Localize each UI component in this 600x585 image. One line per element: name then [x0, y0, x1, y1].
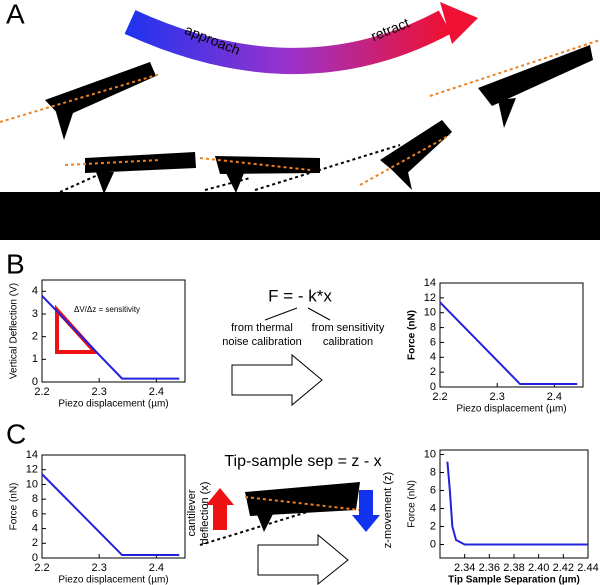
x-tick-label: 2.44 [577, 562, 598, 574]
x-axis-label: Piezo displacement (µm) [456, 404, 566, 415]
y-tick-label: 4 [430, 502, 436, 514]
blue-arrow [352, 490, 380, 532]
cantilever-tip [256, 512, 274, 532]
x-tick-label: 2.2 [34, 562, 49, 574]
x-tick-label: 2.4 [149, 386, 164, 398]
y-axis-label: Force (nN) [407, 480, 418, 528]
guide-lines [0, 39, 600, 193]
panel-label: A [6, 0, 25, 29]
x-axis-label: Piezo displacement (µm) [58, 575, 168, 585]
x-tick-label: 2.38 [503, 562, 524, 574]
y-tick-label: 10 [26, 478, 38, 490]
y-tick-label: 6 [430, 336, 436, 348]
note: from thermal [231, 322, 293, 334]
y-tick-label: 2 [430, 366, 436, 378]
formula: Tip-sample sep = z - x [224, 453, 381, 470]
x-tick-label: 2.2 [432, 391, 447, 403]
y-tick-label: 0 [32, 552, 38, 564]
y-tick-label: 1 [32, 353, 38, 365]
hollow-arrow [231, 353, 323, 407]
z-label: z-movement (z) [382, 472, 394, 548]
panel-label: B [6, 248, 25, 279]
x-tick-label: 2.4 [149, 562, 164, 574]
y-tick-label: 6 [430, 484, 436, 496]
x-tick-label: 2.4 [547, 391, 562, 403]
guide-line [244, 496, 361, 511]
plot-frame [41, 279, 186, 383]
y-tick-label: 6 [32, 508, 38, 520]
x-tick-label: 2.36 [479, 562, 500, 574]
data-line [41, 473, 180, 557]
y-tick-label: 0 [430, 538, 436, 550]
x-tick-label: 2.2 [34, 386, 49, 398]
x-tick-label: 2.34 [454, 562, 475, 574]
annotation: ΔV/Δz = sensitivity [74, 305, 140, 314]
y-tick-label: 14 [424, 277, 436, 289]
y-tick-label: 10 [424, 307, 436, 319]
formula: F = - k*x [268, 286, 332, 305]
x-tick-label: 2.42 [553, 562, 574, 574]
y-axis-label: Vertical Deflection (V) [9, 283, 20, 379]
deflection-label: cantilever [186, 489, 198, 536]
pointer [264, 307, 298, 321]
cantilever [245, 482, 360, 516]
y-tick-label: 8 [32, 493, 38, 505]
x-tick-label: 2.3 [92, 386, 107, 398]
note: noise calibration [222, 336, 302, 348]
data-line [439, 301, 578, 386]
y-tick-label: 10 [424, 448, 436, 460]
arc-arrow [124, 10, 452, 74]
data-line [41, 295, 180, 380]
y-tick-label: 14 [26, 449, 38, 461]
y-tick-label: 8 [430, 321, 436, 333]
x-tick-label: 2.3 [92, 562, 107, 574]
pointer [307, 307, 331, 321]
x-tick-label: 2.3 [490, 391, 505, 403]
y-tick-label: 2 [430, 520, 436, 532]
y-tick-label: 3 [32, 308, 38, 320]
y-axis-label: Force (nN) [9, 483, 20, 531]
x-tick-label: 2.40 [528, 562, 549, 574]
y-tick-label: 2 [32, 331, 38, 343]
y-tick-label: 4 [430, 351, 436, 363]
panel-a: approach retract [0, 2, 600, 240]
x-axis-label: Piezo displacement (µm) [58, 399, 168, 410]
hollow-arrow [257, 533, 349, 585]
plot-frame [439, 449, 589, 559]
deflection-label: deflection (x) [199, 482, 211, 545]
plot-frame [439, 282, 584, 388]
y-tick-label: 12 [424, 292, 436, 304]
red-arrow [206, 488, 234, 530]
panel-label: C [6, 418, 26, 449]
arrow-head [440, 2, 478, 44]
substrate [0, 192, 600, 240]
y-axis-label: Force (nN) [407, 310, 418, 360]
y-tick-label: 4 [32, 522, 38, 534]
note: from sensitivity [312, 322, 385, 334]
data-line [446, 461, 588, 546]
y-tick-label: 8 [430, 466, 436, 478]
y-tick-label: 2 [32, 537, 38, 549]
plot-frame [41, 454, 186, 559]
y-tick-label: 0 [430, 381, 436, 393]
y-tick-label: 12 [26, 464, 38, 476]
note: calibration [323, 336, 373, 348]
guide-line [199, 504, 331, 546]
y-tick-label: 0 [32, 376, 38, 388]
y-tick-label: 4 [32, 285, 38, 297]
x-axis-label: Tip Sample Separation (µm) [448, 575, 580, 585]
